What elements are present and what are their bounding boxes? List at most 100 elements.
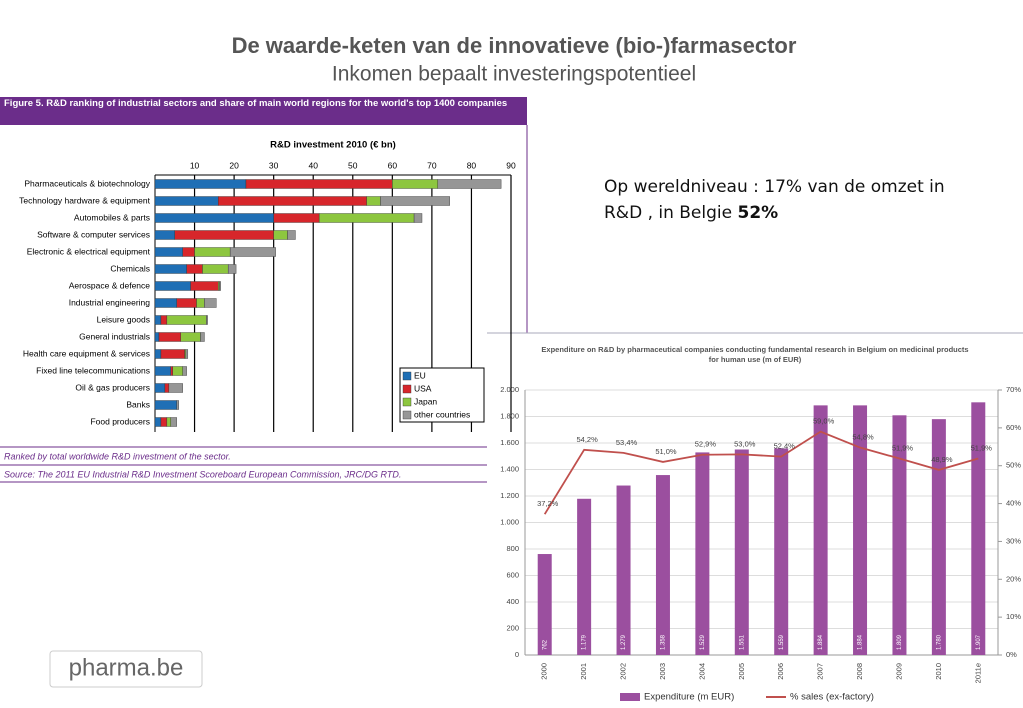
bar-segment xyxy=(164,383,170,393)
bar-value-label: 1.809 xyxy=(897,634,903,650)
legend-swatch xyxy=(620,693,640,701)
chart-title: R&D investment 2010 (€ bn) xyxy=(270,140,396,151)
x-tick-label: 50 xyxy=(348,160,358,170)
slide-title: De waarde-keten van de innovatieve (bio-… xyxy=(232,33,797,58)
legend-swatch xyxy=(402,371,412,381)
bar-segment xyxy=(218,196,367,206)
title-box: Expenditure on R&D by pharmaceutical com… xyxy=(541,345,968,364)
y-tick-label: Health care equipment & services xyxy=(23,348,150,358)
x-tick-label: 2001 xyxy=(579,663,588,680)
bar-segment xyxy=(154,315,162,325)
bar-segment xyxy=(185,349,189,359)
x-tick-label: 2010 xyxy=(934,663,943,680)
y-tick-label: Chemicals xyxy=(110,263,150,273)
y-tick-label: 1.400 xyxy=(500,464,519,473)
bar xyxy=(931,419,946,655)
x-tick-label: 2003 xyxy=(658,663,667,680)
bar-segment xyxy=(170,366,173,376)
bar-segment xyxy=(186,264,203,274)
bar-segment xyxy=(154,179,247,189)
bar-segment xyxy=(227,264,237,274)
x-tick-label: 60 xyxy=(388,160,398,170)
y-tick-label: General industrials xyxy=(79,331,150,341)
bar-segment xyxy=(170,417,177,427)
bar-segment xyxy=(204,298,217,308)
line-value-label: 53,4% xyxy=(616,438,638,447)
bar xyxy=(734,449,749,655)
figure-note: Ranked by total worldwide R&D investment… xyxy=(4,451,231,461)
bar-segment xyxy=(206,315,208,325)
y-tick-label: Oil & gas producers xyxy=(75,382,150,392)
y-tick-label: 0 xyxy=(515,650,519,659)
bar xyxy=(813,405,828,655)
x-tick-label: 40 xyxy=(308,160,318,170)
legend-label: EU xyxy=(414,370,426,380)
bar-value-label: 1.358 xyxy=(661,634,667,650)
x-tick-label: 10 xyxy=(190,160,200,170)
bar-segment xyxy=(154,213,274,223)
bar-segment xyxy=(154,298,177,308)
y-tick-label: Food producers xyxy=(90,416,150,426)
x-tick-label: 2011e xyxy=(973,663,982,683)
legend-swatch xyxy=(402,397,412,407)
line-value-label: 51,9% xyxy=(971,444,993,453)
bar-segment xyxy=(172,366,183,376)
y-tick-label: 200 xyxy=(506,623,519,632)
x-tick-label: 2000 xyxy=(540,663,549,680)
bar-segment xyxy=(392,179,439,189)
bar-segment xyxy=(245,179,393,189)
bar xyxy=(971,402,986,655)
x-tick-label: 30 xyxy=(269,160,279,170)
bar xyxy=(695,452,710,655)
bar-segment xyxy=(154,264,187,274)
bar xyxy=(774,448,789,655)
bar-segment xyxy=(190,281,219,291)
bar-segment xyxy=(366,196,381,206)
bar xyxy=(577,498,592,655)
line-value-label: 52,4% xyxy=(774,442,796,451)
bar-segment xyxy=(200,332,205,342)
bar-value-label: 1.551 xyxy=(739,634,745,650)
y2-tick-label: 50% xyxy=(1006,461,1021,470)
y-tick-label: 1.600 xyxy=(500,438,519,447)
y-tick-label: Industrial engineering xyxy=(69,297,151,307)
y-tick-label: 800 xyxy=(506,544,519,553)
bar-segment xyxy=(154,417,162,427)
x-tick-label: 2005 xyxy=(737,663,746,680)
y-tick-label: 600 xyxy=(506,570,519,579)
y-tick-label: Aerospace & defence xyxy=(69,280,151,290)
x-tick-label: 20 xyxy=(229,160,239,170)
y2-tick-label: 70% xyxy=(1006,385,1021,394)
bar-segment xyxy=(194,247,231,257)
logo-frame xyxy=(49,650,203,688)
bar-segment xyxy=(176,298,197,308)
y-tick-label: Technology hardware & equipment xyxy=(19,195,151,205)
y-tick-label: 400 xyxy=(506,597,519,606)
y2-tick-label: 20% xyxy=(1006,574,1021,583)
x-tick-label: 2004 xyxy=(697,663,706,680)
bar xyxy=(537,554,552,655)
legend-label: % sales (ex-factory) xyxy=(790,692,874,703)
bar-segment xyxy=(158,332,181,342)
bar xyxy=(853,405,868,655)
figure-source: Source: The 2011 EU Industrial R&D Inves… xyxy=(4,469,401,479)
line-value-label: 51,9% xyxy=(892,444,914,453)
bar-value-label: 1.529 xyxy=(700,634,706,650)
bar-segment xyxy=(287,230,296,240)
line-value-label: 52,9% xyxy=(695,440,717,449)
logo: pharma.be xyxy=(69,654,184,681)
bar-value-label: 1.780 xyxy=(936,634,942,650)
y-tick-label: Software & computer services xyxy=(37,229,150,239)
x-tick-label: 2009 xyxy=(894,663,903,680)
line-value-label: 59,0% xyxy=(813,417,835,426)
side-text: Op wereldniveau : 17% van de omzet in R&… xyxy=(604,174,984,226)
bar xyxy=(655,475,670,655)
legend-label: Japan xyxy=(414,396,437,406)
y-tick-label: 1.200 xyxy=(500,491,519,500)
bar-segment xyxy=(176,400,179,410)
slide-subtitle: Inkomen bepaalt investeringspotentieel xyxy=(332,63,696,86)
y-tick-label: 1.000 xyxy=(500,517,519,526)
x-tick-label: 2008 xyxy=(855,663,864,680)
